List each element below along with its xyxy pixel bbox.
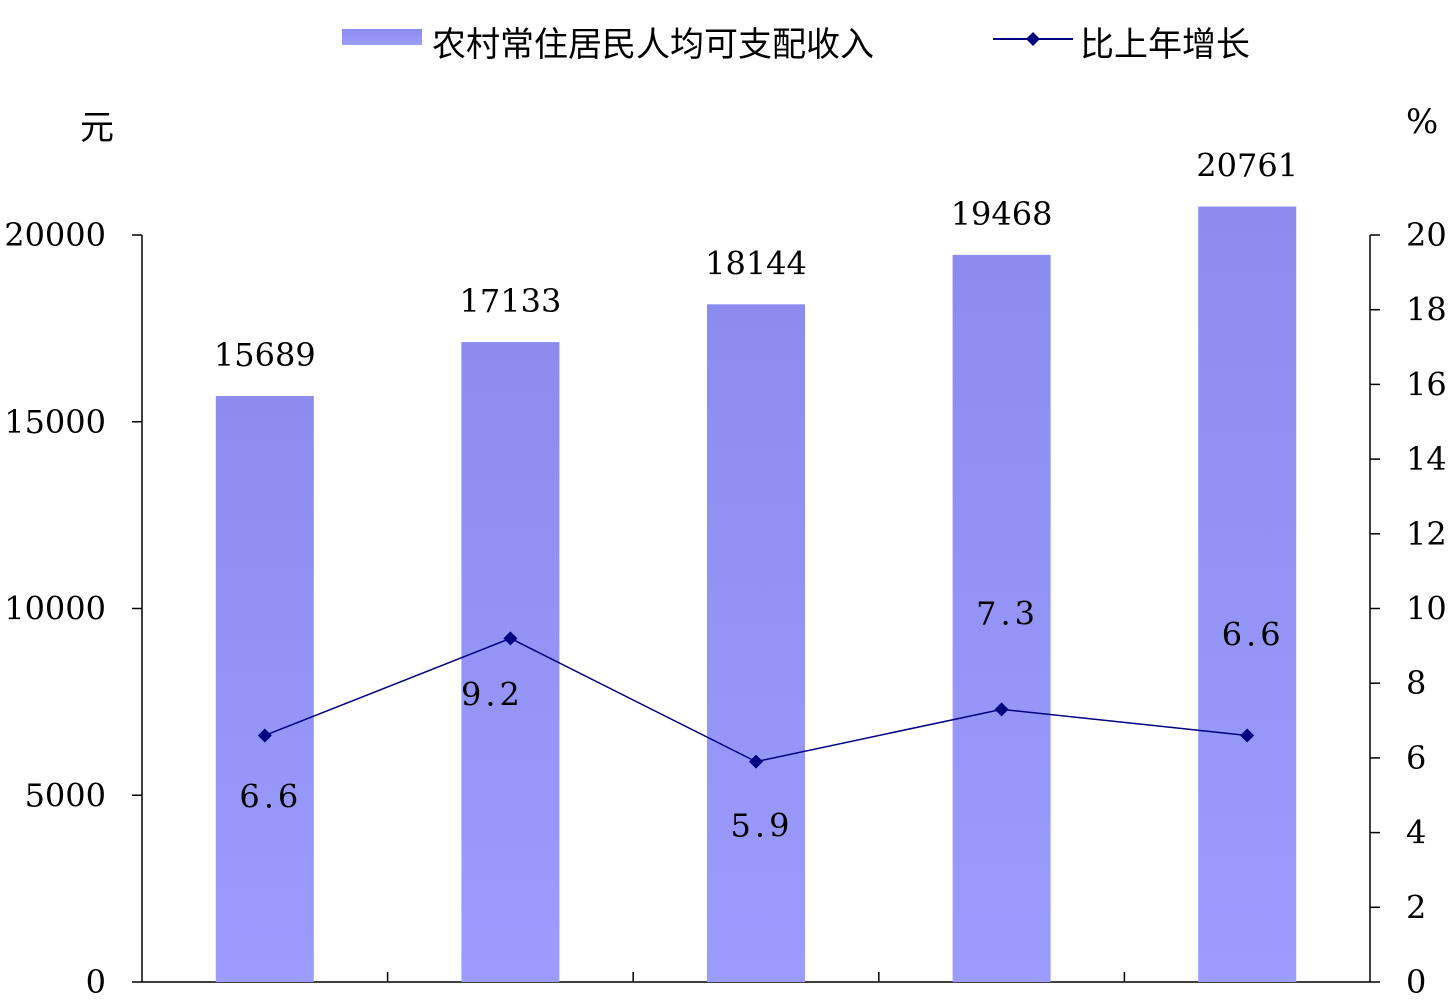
income-bar <box>952 254 1051 983</box>
x-axis-ticks <box>386 972 1126 982</box>
bar-labels: 15689 17133 18144 19468 20761 <box>214 147 1298 374</box>
growth-labels: 6.6 9.2 5.9 7.3 6.6 <box>239 594 1285 845</box>
right-tick-label: 18 <box>1406 291 1447 329</box>
bars <box>215 206 1297 983</box>
income-bar-label: 18144 <box>705 244 807 282</box>
growth-marker <box>749 754 763 769</box>
right-tick-label: 6 <box>1406 739 1426 777</box>
legend-line-marker <box>1026 32 1040 46</box>
left-tick-label: 20000 <box>4 216 106 254</box>
right-axis-unit: % <box>1406 102 1438 142</box>
right-tick-label: 20 <box>1406 216 1447 254</box>
right-tick-label: 2 <box>1406 888 1426 926</box>
income-bar <box>707 304 805 982</box>
right-tick-label: 14 <box>1406 440 1447 478</box>
right-axis-ticks: 0 2 4 6 8 10 12 14 16 18 20 <box>1370 216 1447 1001</box>
growth-marker <box>994 702 1009 717</box>
growth-label: 6.6 <box>239 777 302 815</box>
right-tick-label: 10 <box>1406 590 1447 628</box>
growth-label: 5.9 <box>731 807 794 845</box>
growth-label: 9.2 <box>461 675 524 713</box>
right-tick-label: 0 <box>1406 963 1426 1001</box>
growth-label: 7.3 <box>976 594 1039 632</box>
right-tick-label: 12 <box>1406 515 1447 553</box>
income-bar <box>1198 206 1297 982</box>
income-bar-label: 20761 <box>1196 147 1298 185</box>
left-axis-ticks: 0 5000 10000 15000 20000 <box>4 216 142 1001</box>
right-tick-label: 16 <box>1406 365 1447 403</box>
income-bar-label: 19468 <box>951 195 1053 233</box>
legend-bar-label: 农村常住居民人均可支配收入 <box>432 25 874 65</box>
growth-line-series <box>257 631 1255 769</box>
growth-marker <box>1240 728 1255 743</box>
left-tick-label: 5000 <box>25 776 106 814</box>
growth-label: 6.6 <box>1222 615 1285 653</box>
left-tick-label: 0 <box>86 963 106 1001</box>
right-tick-label: 4 <box>1406 814 1426 852</box>
growth-marker <box>257 728 272 743</box>
legend-bar-swatch <box>342 29 422 45</box>
left-tick-label: 15000 <box>4 403 106 441</box>
legend-line-label: 比上年增长 <box>1080 25 1250 65</box>
growth-marker <box>503 631 518 646</box>
left-tick-label: 10000 <box>4 590 106 628</box>
income-bar <box>461 342 560 982</box>
income-bar-label: 15689 <box>214 336 316 374</box>
income-bar <box>215 396 314 982</box>
income-bar-label: 17133 <box>460 282 562 320</box>
left-axis-unit: 元 <box>80 108 114 148</box>
legend: 农村常住居民人均可支配收入 比上年增长 <box>342 25 1250 65</box>
right-tick-label: 8 <box>1406 664 1426 702</box>
